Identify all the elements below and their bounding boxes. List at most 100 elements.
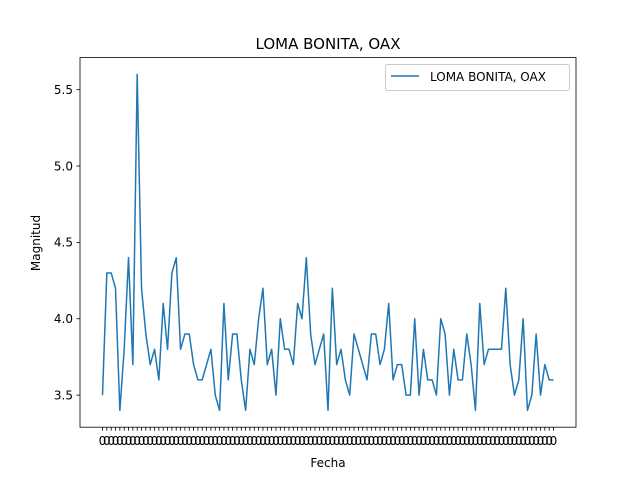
x-tick-label: 0 [489,434,497,448]
x-tick-label: 0 [333,434,341,448]
x-tick-label: 0 [116,434,124,448]
x-tick-label: 0 [311,434,319,448]
x-tick-label: 0 [151,434,159,448]
x-tick-label: 0 [424,434,432,448]
x-tick-label: 0 [541,434,549,448]
x-tick-label: 0 [467,434,475,448]
x-tick-label: 0 [502,434,510,448]
x-tick-label: 0 [537,434,545,448]
x-tick-label: 0 [294,434,302,448]
x-tick-label: 0 [472,434,480,448]
x-tick-label: 0 [177,434,185,448]
x-tick-label: 0 [125,434,133,448]
x-tick-label: 0 [372,434,380,448]
x-tick-label: 0 [394,434,402,448]
x-tick-label: 0 [437,434,445,448]
x-tick-label: 0 [450,434,458,448]
x-tick-label: 0 [368,434,376,448]
x-tick-label: 0 [155,434,163,448]
x-tick-label: 0 [463,434,471,448]
x-tick-label: 0 [198,434,206,448]
x-tick-label: 0 [242,434,250,448]
chart-title: LOMA BONITA, OAX [256,35,401,53]
x-tick-label: 0 [138,434,146,448]
x-tick-label: 0 [550,434,558,448]
x-tick-label: 0 [133,434,141,448]
x-tick-label: 0 [459,434,467,448]
x-tick-label: 0 [511,434,519,448]
x-tick-label: 0 [190,434,198,448]
x-tick-label: 0 [246,434,254,448]
x-tick-label: 0 [485,434,493,448]
x-tick-label: 0 [285,434,293,448]
y-tick-label: 4.0 [54,312,73,326]
x-tick-label: 0 [263,434,271,448]
x-tick-label: 0 [385,434,393,448]
x-tick-label: 0 [272,434,280,448]
x-tick-label: 0 [112,434,120,448]
x-tick-label: 0 [476,434,484,448]
x-tick-label: 0 [407,434,415,448]
x-tick-label: 0 [398,434,406,448]
y-tick-label: 4.5 [54,236,73,250]
x-tick-label: 0 [99,434,107,448]
x-tick-label: 0 [389,434,397,448]
x-tick-label: 0 [441,434,449,448]
x-tick-label: 0 [255,434,263,448]
x-tick-label: 0 [316,434,324,448]
x-tick-label: 0 [203,434,211,448]
x-tick-label: 0 [493,434,501,448]
x-tick-label: 0 [237,434,245,448]
x-tick-label: 0 [159,434,167,448]
x-tick-label: 0 [224,434,232,448]
x-tick-label: 0 [146,434,154,448]
x-tick-label: 0 [259,434,267,448]
x-tick-label: 0 [545,434,553,448]
x-tick-label: 0 [480,434,488,448]
x-tick-label: 0 [268,434,276,448]
x-tick-label: 0 [532,434,540,448]
x-tick-label: 0 [276,434,284,448]
legend-entry-label: LOMA BONITA, OAX [430,70,546,84]
x-tick-label: 0 [220,434,228,448]
x-tick-label: 0 [194,434,202,448]
x-tick-label: 0 [289,434,297,448]
x-tick-label: 0 [229,434,237,448]
x-tick-label: 0 [433,434,441,448]
x-tick-label: 0 [207,434,215,448]
x-tick-label: 0 [402,434,410,448]
x-tick-label: 0 [168,434,176,448]
x-tick-label: 0 [350,434,358,448]
x-tick-label: 0 [381,434,389,448]
x-tick-label: 0 [172,434,180,448]
x-tick-label: 0 [376,434,384,448]
x-tick-label: 0 [302,434,310,448]
x-tick-label: 0 [355,434,363,448]
x-tick-label: 0 [498,434,506,448]
x-tick-label: 0 [519,434,527,448]
x-tick-label: 0 [420,434,428,448]
x-tick-label: 0 [181,434,189,448]
x-tick-label: 0 [120,434,128,448]
x-tick-label: 0 [298,434,306,448]
x-tick-label: 0 [211,434,219,448]
x-tick-label: 0 [129,434,137,448]
x-tick-label: 0 [415,434,423,448]
legend-frame [385,64,570,91]
series-line [101,73,554,412]
x-axis-label: Fecha [310,456,345,470]
x-tick-label: 0 [103,434,111,448]
x-tick-label: 0 [454,434,462,448]
x-axis-ticks: 0000000000000000000000000000000000000000… [99,427,558,448]
x-tick-label: 0 [107,434,115,448]
legend: LOMA BONITA, OAX [385,64,570,91]
y-tick-label: 5.5 [54,83,73,97]
x-tick-label: 0 [515,434,523,448]
y-tick-label: 5.0 [54,159,73,173]
x-tick-label: 0 [250,434,258,448]
x-tick-label: 0 [142,434,150,448]
x-tick-label: 0 [524,434,532,448]
x-tick-label: 0 [185,434,193,448]
x-tick-label: 0 [528,434,536,448]
